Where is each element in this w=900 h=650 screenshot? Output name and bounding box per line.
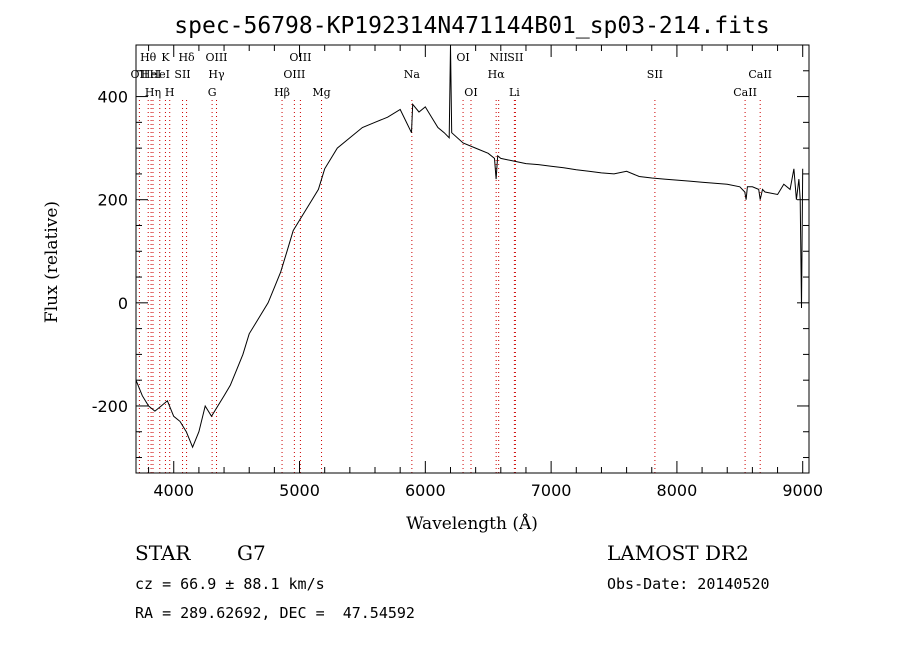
line-marker-label: SII	[174, 68, 190, 81]
y-tick-label: 0	[118, 294, 128, 313]
y-axis-label: Flux (relative)	[42, 201, 62, 323]
line-marker-label: CaII	[733, 86, 757, 99]
x-tick-label: 7000	[531, 481, 572, 500]
spectrum-line	[135, 44, 804, 449]
line-marker-label: H	[165, 86, 175, 99]
spectral-line-markers: OII Hθ HeI Hη K H HeI SII Hδ OIII Hγ G Hβ OIII OIII Mg N…	[131, 51, 772, 473]
x-tick-label: 8000	[657, 481, 698, 500]
line-marker-label: OIII	[205, 51, 227, 64]
chart-title: spec-56798-KP192314N471144B01_sp03-214.f…	[174, 13, 769, 39]
line-marker-label: Na	[404, 68, 421, 81]
line-marker-label: NII	[490, 51, 508, 64]
line-marker-label: OIII	[289, 51, 311, 64]
x-tick-label: 5000	[279, 481, 320, 500]
line-marker-label: OI	[464, 86, 477, 99]
line-marker-label: Hα	[488, 68, 506, 81]
object-class: STAR	[135, 541, 191, 565]
x-tick-label: 6000	[405, 481, 446, 500]
line-marker-label: HeI	[141, 68, 161, 81]
obs-date: Obs-Date: 20140520	[607, 575, 770, 593]
line-marker-label: SII	[507, 51, 523, 64]
x-tick-label: 9000	[782, 481, 823, 500]
plot-frame	[135, 44, 810, 474]
velocity-readout: cz = 66.9 ± 88.1 km/s	[135, 575, 325, 593]
line-marker-label: OI	[456, 51, 469, 64]
coordinates: RA = 289.62692, DEC = 47.54592	[135, 604, 415, 622]
line-marker-label: CaII	[748, 68, 772, 81]
object-subclass: G7	[237, 541, 266, 565]
line-marker-label: OIII	[283, 68, 305, 81]
survey-label: LAMOST DR2	[607, 541, 749, 565]
line-marker-label: Hθ	[140, 51, 157, 64]
x-tick-label: 4000	[153, 481, 194, 500]
line-marker-label: G	[208, 86, 217, 99]
line-marker-label: Hβ	[274, 86, 290, 99]
line-marker-label: SII	[647, 68, 663, 81]
y-tick-label: -200	[92, 397, 128, 416]
line-marker-label: Mg	[312, 86, 330, 99]
axis-ticks: 4000 5000 6000 7000 8000 9000 -200 0 200 400	[92, 45, 823, 500]
line-marker-label: Li	[509, 86, 520, 99]
line-marker-label: Hγ	[208, 68, 225, 81]
line-marker-label: Hδ	[178, 51, 195, 64]
line-marker-label: OII	[131, 68, 149, 81]
y-tick-label: 200	[97, 191, 128, 210]
line-marker-label: HeI	[150, 68, 170, 81]
line-marker-label: K	[161, 51, 170, 64]
y-tick-label: 400	[97, 88, 128, 107]
line-marker-label: Hη	[145, 86, 161, 99]
x-axis-label: Wavelength (Å)	[406, 513, 538, 534]
